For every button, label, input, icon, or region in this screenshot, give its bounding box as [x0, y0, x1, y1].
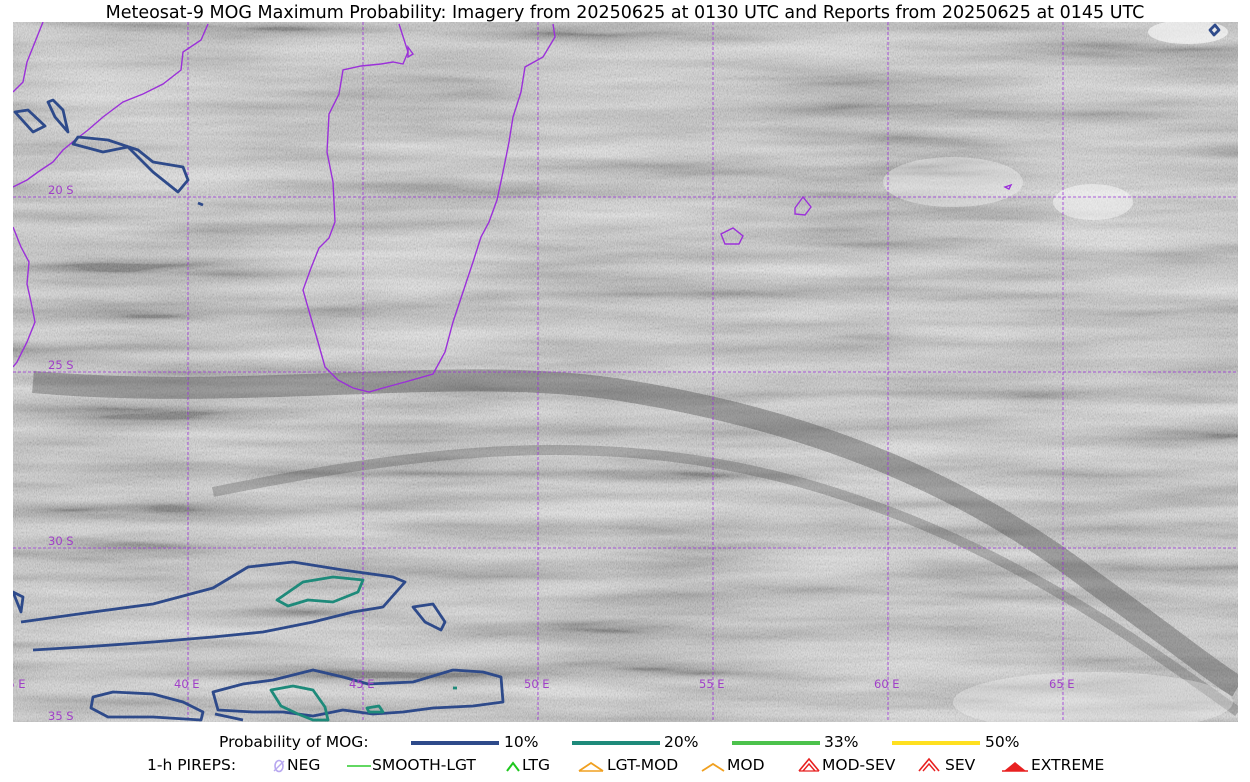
contour-20-percent — [269, 575, 457, 722]
legend-sev: SEV — [945, 756, 976, 774]
mog-contours — [13, 23, 1221, 722]
lon-label-45e: 45 E — [349, 677, 375, 691]
satellite-imagery: 20 S 25 S 30 S 35 S 35 E 40 E 45 E 50 E … — [13, 22, 1238, 722]
contour-10-percent — [13, 23, 1221, 722]
legend-extreme: EXTREME — [1031, 756, 1105, 774]
contour-10-corner — [1208, 23, 1221, 37]
legend-33-percent: 33% — [824, 733, 859, 751]
contour-10-south-3 — [211, 668, 505, 718]
lon-label-40e: 40 E — [174, 677, 200, 691]
lat-label-35s: 35 S — [48, 709, 74, 722]
reunion-coastline — [720, 227, 744, 245]
contour-10-north-1 — [13, 108, 47, 134]
contour-10-bottom — [214, 712, 244, 722]
bright-cloud-patch — [1148, 22, 1228, 44]
contour-10-dot — [197, 201, 204, 207]
contour-20-dot — [365, 704, 385, 714]
mauritius-coastline — [794, 195, 812, 216]
dark-cloud-band-2 — [212, 445, 1238, 717]
mod-sev-icon — [798, 757, 820, 772]
legend-ltg: LTG — [522, 756, 550, 774]
legend-mod-sev: MOD-SEV — [822, 756, 896, 774]
swatch-20-percent — [572, 741, 660, 745]
probability-legend-title: Probability of MOG: — [219, 733, 369, 751]
comoros-coastline — [407, 44, 415, 59]
lon-label-35e: 35 E — [13, 677, 26, 691]
lat-label-30s: 30 S — [48, 534, 74, 548]
lon-label-50e: 50 E — [524, 677, 550, 691]
legend-mod: MOD — [727, 756, 765, 774]
legend-neg: NEG — [287, 756, 321, 774]
sev-icon — [918, 757, 940, 772]
swatch-33-percent — [732, 741, 820, 745]
contour-10-south-island — [411, 602, 447, 632]
pireps-legend-title: 1-h PIREPS: — [147, 756, 237, 774]
lon-label-55e: 55 E — [699, 677, 725, 691]
contour-10-south-2 — [89, 690, 205, 722]
ltg-icon — [506, 761, 520, 772]
graticule — [13, 22, 1238, 722]
legend-50-percent: 50% — [985, 733, 1020, 751]
lat-label-20s: 20 S — [48, 183, 74, 197]
lat-label-25s: 25 S — [48, 358, 74, 372]
neg-icon — [273, 759, 285, 773]
swatch-50-percent — [892, 741, 980, 745]
smooth-lgt-icon — [347, 765, 371, 767]
contour-10-north-2 — [46, 98, 70, 134]
madagascar-coastline — [302, 23, 556, 393]
pireps-legend: 1-h PIREPS: NEG SMOOTH-LGT LTG LGT-MOD M… — [0, 756, 1250, 778]
small-island — [1003, 183, 1013, 190]
lon-label-60e: 60 E — [874, 677, 900, 691]
swatch-10-percent — [411, 741, 499, 745]
bright-cloud-patch — [1053, 184, 1133, 220]
legend-10-percent: 10% — [504, 733, 539, 751]
bright-cloud-patch — [883, 157, 1023, 207]
contour-20-south — [269, 684, 330, 722]
legend-lgt-mod: LGT-MOD — [607, 756, 679, 774]
dark-cloud-band — [32, 369, 1238, 697]
contour-10-south-edge — [13, 590, 25, 614]
bright-cloud-patch — [953, 672, 1233, 722]
lon-label-65e: 65 E — [1049, 677, 1075, 691]
mozambique-coastline — [13, 226, 36, 368]
legend-20-percent: 20% — [664, 733, 699, 751]
lgt-mod-icon — [578, 761, 604, 772]
mod-icon — [701, 762, 725, 772]
legend-smooth-lgt: SMOOTH-LGT — [372, 756, 476, 774]
probability-legend: Probability of MOG: 10% 20% 33% 50% — [0, 733, 1250, 755]
contour-10-south-main — [20, 560, 407, 652]
coastlines — [13, 22, 1013, 393]
contour-20-north — [275, 575, 365, 608]
extreme-icon — [1002, 762, 1028, 772]
africa-coastline-north — [13, 22, 44, 93]
satellite-map[interactable]: 20 S 25 S 30 S 35 S 35 E 40 E 45 E 50 E … — [13, 22, 1238, 722]
map-title: Meteosat-9 MOG Maximum Probability: Imag… — [105, 3, 1145, 23]
africa-coastline — [13, 23, 209, 188]
contour-10-north-3 — [71, 135, 190, 194]
